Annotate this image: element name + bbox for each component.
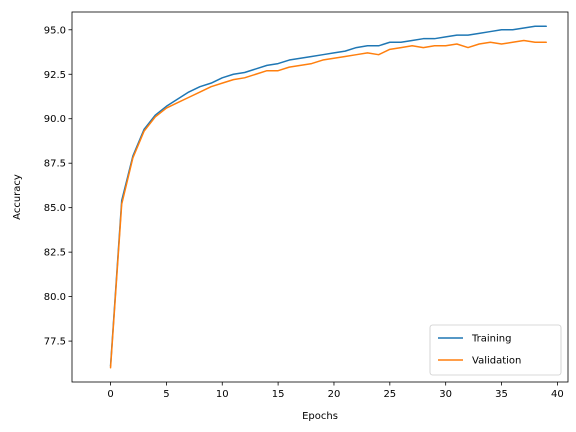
axis-ticks: 0 5 10 15 20 25 30 35 40 77.5 80.0 82.5 85.0 87.5 90.0…	[44, 25, 564, 400]
legend: Training Validation	[429, 324, 562, 376]
plot-frame	[71, 11, 569, 383]
x-tick-label: 35	[495, 389, 508, 400]
y-tick-label: 80.0	[44, 292, 66, 303]
y-tick-label: 95.0	[44, 25, 66, 36]
series-line-training	[109, 25, 547, 367]
y-tick-label: 87.5	[44, 159, 66, 170]
y-tick-label: 92.5	[44, 70, 66, 81]
x-axis-title: Epochs	[302, 411, 338, 422]
y-tick-label: 82.5	[44, 248, 66, 259]
y-axis-title: Accuracy	[12, 174, 23, 220]
series-line-validation	[109, 39, 547, 369]
y-tick-label: 77.5	[44, 337, 66, 348]
x-tick-label: 25	[383, 389, 396, 400]
x-tick-label: 0	[107, 389, 113, 400]
x-tick-label: 40	[551, 389, 564, 400]
x-tick-label: 20	[328, 389, 341, 400]
x-tick-label: 30	[439, 389, 452, 400]
legend-label-training: Training	[471, 334, 511, 345]
y-tick-label: 90.0	[44, 114, 66, 125]
x-tick-label: 10	[216, 389, 229, 400]
x-tick-label: 5	[163, 389, 169, 400]
plot-area	[109, 25, 547, 369]
y-tick-label: 85.0	[44, 203, 66, 214]
legend-box	[429, 324, 562, 376]
legend-label-validation: Validation	[472, 356, 521, 367]
x-tick-label: 15	[272, 389, 285, 400]
